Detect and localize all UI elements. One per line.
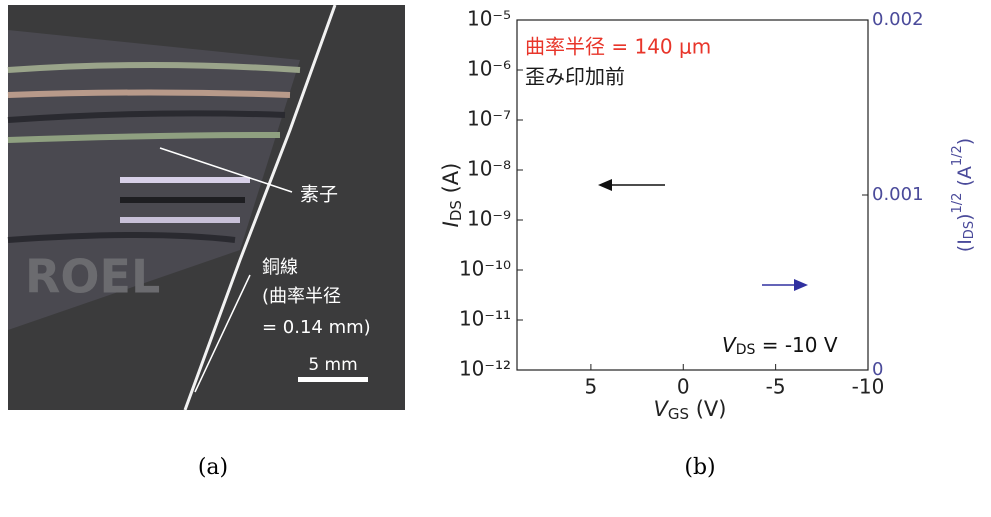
photo: ROEL 素子 銅線 (曲率半径 = 0.14 mm) 5 mm	[8, 5, 405, 410]
caption: (b)	[684, 455, 715, 480]
caption: (a)	[198, 455, 228, 480]
y2-axis-label-part: (A	[954, 166, 976, 192]
y-tick-label: 10⁻⁸	[467, 157, 511, 181]
x-tick-label: -10	[852, 375, 885, 399]
annotation-part: DS	[736, 342, 756, 358]
chart: 10⁻¹² 10⁻¹¹ 10⁻¹⁰ 10⁻⁹ 10⁻⁸ 10⁻⁷ 10⁻⁶ 10⁻⁵ 0 0.00…	[439, 7, 977, 423]
y2-axis-label-part: DS	[962, 221, 977, 239]
x-tick-label: -5	[766, 375, 786, 399]
x-axis-label-part: (V)	[689, 397, 726, 421]
y-tick-label: 10⁻⁵	[467, 7, 511, 31]
arrowhead	[794, 279, 808, 291]
y-axis-label-part: DS	[447, 200, 465, 221]
y-tick-label: 10⁻¹⁰	[459, 257, 511, 281]
photo-logo: ROEL	[25, 250, 160, 304]
x-tick-label: 5	[585, 375, 598, 399]
x-tick-label: 0	[677, 375, 690, 399]
y2-axis-label: (IDS)1/2 (A1/2)	[950, 138, 977, 252]
scale-label: 5 mm	[308, 355, 357, 375]
y2-axis-label-part: 1/2	[950, 193, 965, 214]
y2-tick-label: 0.001	[872, 184, 924, 205]
photo-label: = 0.14 mm)	[262, 317, 371, 338]
y2-axis-label-part: (I	[954, 239, 976, 252]
y2-axis-label-part: 1/2	[950, 145, 965, 166]
legend-entry: 曲率半径 = 140 μm	[525, 35, 711, 59]
y-tick-label: 10⁻⁹	[467, 207, 511, 231]
y2-axis-label-part: )	[954, 214, 976, 221]
photo-label: 素子	[300, 184, 338, 206]
y2-tick-label: 0.002	[872, 9, 924, 30]
y-tick-label: 10⁻¹²	[459, 357, 511, 381]
figure: ROEL 素子 銅線 (曲率半径 = 0.14 mm) 5 mm (a) (b)…	[0, 0, 991, 517]
legend-entry: 歪み印加前	[525, 65, 625, 89]
y-tick-label: 10⁻⁷	[467, 107, 511, 131]
photo-label: (曲率半径	[262, 286, 341, 307]
y-tick-label: 10⁻¹¹	[459, 307, 511, 331]
arrowhead	[598, 179, 612, 191]
annotation: VDS = -10 V	[722, 333, 838, 359]
scale-bar	[298, 377, 368, 382]
annotation-part: = -10 V	[755, 333, 837, 357]
y-tick-label: 10⁻⁶	[467, 57, 511, 81]
x-axis-label-part: GS	[668, 405, 689, 423]
x-axis-label: VGS (V)	[654, 397, 727, 423]
photo-label: 銅線	[262, 257, 298, 278]
y-axis-label-part: (A)	[439, 163, 463, 200]
y2-axis-label-part: )	[954, 138, 976, 145]
y-axis-label: IDS (A)	[439, 163, 465, 228]
